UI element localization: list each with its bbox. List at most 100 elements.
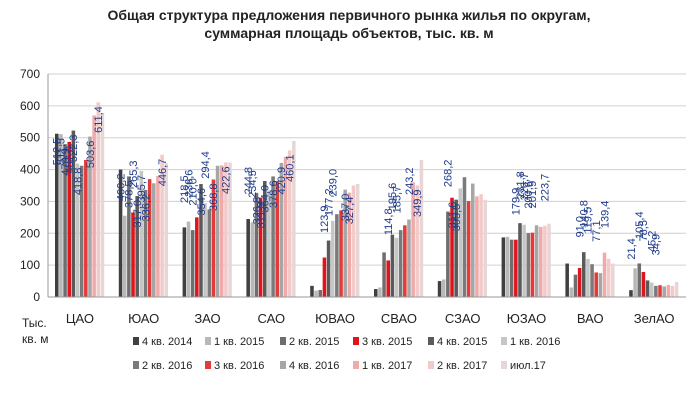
- bar: [335, 214, 339, 297]
- bar: [263, 181, 267, 297]
- bar: [450, 197, 454, 297]
- bar: [287, 150, 292, 297]
- data-label: 420,9: [276, 167, 288, 195]
- bar: [203, 203, 207, 297]
- bar: [479, 194, 483, 297]
- bar: [534, 225, 539, 297]
- legend: 4 кв. 2014 1 кв. 2015 2 кв. 2015 3 кв. 2015…: [133, 336, 560, 372]
- data-label: 317,0: [132, 200, 144, 228]
- bar: [598, 273, 603, 297]
- data-label: 45,2: [647, 231, 659, 252]
- data-label: 226,7: [519, 173, 531, 201]
- bar: [378, 287, 382, 297]
- bar: [143, 189, 148, 297]
- x-axis: ЦАО ЮАО ЗАО САО ЮВАО СВАО СЗАО ЮЗАО ВАО ЗелАО: [48, 296, 686, 326]
- bar: [71, 130, 76, 297]
- bar: [254, 192, 259, 297]
- y-tick-label: 0: [33, 290, 40, 304]
- bar: [654, 285, 658, 297]
- bar: [637, 263, 642, 297]
- bar: [59, 134, 63, 297]
- data-label: 512,5: [52, 138, 64, 166]
- legend-label: июл.17: [510, 360, 546, 372]
- legend-swatch: [501, 337, 507, 345]
- bar: [195, 217, 199, 297]
- data-label: 511,5: [56, 138, 68, 165]
- x-tick-label: ЦАО: [66, 311, 94, 326]
- data-label: 140,8: [579, 200, 591, 228]
- legend-swatch: [353, 361, 359, 369]
- bar: [224, 162, 228, 297]
- bar: [471, 183, 475, 297]
- bar: [582, 252, 586, 297]
- bar: [530, 232, 535, 297]
- data-label: 239,0: [328, 169, 340, 197]
- x-tick-label: ЗелАО: [634, 311, 675, 326]
- data-label: 395,7: [136, 175, 148, 203]
- bar: [131, 212, 135, 297]
- y-axis: 0 100 200 300 400 500 600 700: [20, 67, 49, 304]
- legend-label: 3 кв. 2015: [362, 336, 412, 348]
- data-label: 378,6: [268, 180, 280, 208]
- data-label: 200,6: [523, 181, 535, 209]
- y-axis-label-line-2: кв. м: [22, 332, 49, 346]
- bar: [156, 175, 160, 297]
- data-label: 337,0: [340, 194, 352, 222]
- bar: [246, 219, 250, 297]
- data-label: 236,6: [183, 170, 195, 198]
- data-label: 231,8: [515, 171, 527, 199]
- data-label: 21,4: [626, 238, 638, 259]
- bar: [135, 196, 139, 297]
- bar: [63, 144, 67, 297]
- bar: [207, 209, 212, 297]
- bar: [347, 192, 352, 297]
- y-axis-label-line-1: Тыс.: [22, 316, 47, 330]
- data-label: 265,3: [128, 161, 140, 189]
- data-label: 114,8: [383, 208, 395, 235]
- data-label: 234,5: [247, 170, 259, 198]
- x-tick-label: САО: [257, 311, 285, 326]
- bar: [462, 177, 467, 297]
- bar: [483, 199, 487, 297]
- legend-swatch: [205, 361, 211, 369]
- legend-swatch: [133, 361, 139, 369]
- data-label: 368,8: [208, 184, 220, 212]
- legend-label: 4 кв. 2015: [437, 336, 487, 348]
- bar: [394, 237, 399, 297]
- legend-swatch: [353, 337, 359, 345]
- bar: [454, 199, 458, 297]
- bar: [419, 160, 424, 297]
- bar: [275, 181, 279, 297]
- legend-label: 1 кв. 2017: [362, 360, 412, 372]
- y-tick-label: 400: [20, 163, 40, 177]
- bar: [522, 224, 526, 297]
- chart-subtitle-line: суммарная площадь объектов, тыс. кв. м: [204, 25, 494, 41]
- bar: [441, 279, 446, 297]
- x-tick-label: ЗАО: [194, 311, 220, 326]
- legend-label: 2 кв. 2015: [289, 336, 339, 348]
- bar: [199, 184, 203, 297]
- legend-swatch: [501, 361, 507, 369]
- bar: [505, 236, 510, 297]
- bar: [565, 263, 569, 297]
- bar: [415, 185, 420, 297]
- bar: [343, 189, 347, 297]
- x-tick-label: ВАО: [577, 311, 604, 326]
- bar: [518, 223, 522, 297]
- data-label: 119,5: [583, 207, 595, 234]
- data-label: 305,5: [451, 204, 463, 232]
- y-tick-label: 100: [20, 258, 40, 272]
- bar: [390, 234, 395, 297]
- bar: [326, 240, 331, 297]
- bar: [55, 133, 59, 297]
- bar: [629, 290, 633, 297]
- data-label: 349,9: [412, 190, 424, 218]
- bar: [322, 257, 327, 297]
- data-label: 311,9: [255, 202, 267, 229]
- bar: [594, 272, 598, 297]
- data-label: 78,5: [638, 220, 650, 241]
- bar: [573, 274, 578, 297]
- data-label: 446,7: [157, 159, 169, 187]
- bar: [190, 230, 195, 297]
